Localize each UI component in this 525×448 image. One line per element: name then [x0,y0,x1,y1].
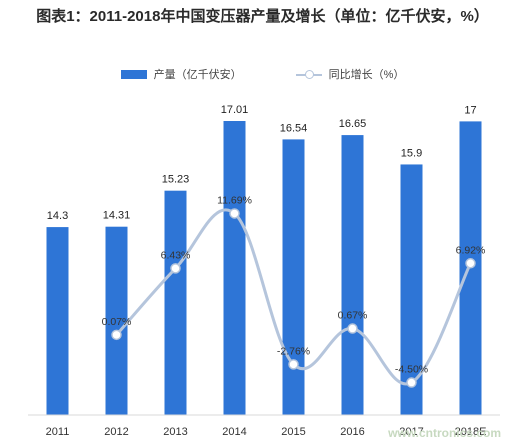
bar-2012 [105,226,128,415]
bar-2014 [223,121,246,415]
growth-point-2013 [170,263,181,274]
legend-label-line: 同比增长（%） [328,69,405,81]
legend-swatch-line [295,69,322,79]
growth-value-label: -2.76% [277,345,310,357]
growth-value-label: -4.50% [395,364,428,376]
legend-item-bar: 产量（亿千伏安） [120,66,242,82]
growth-point-2012 [111,329,122,341]
bar-value-label: 17.01 [221,104,249,116]
x-tick-label: 2013 [163,426,187,438]
growth-value-label: 0.67% [338,310,368,322]
growth-value-label: 11.69% [217,194,252,206]
bar-value-label: 15.9 [401,147,422,159]
growth-value-label: 6.43% [161,249,191,261]
bar-2015 [282,139,305,415]
bar-value-label: 14.3 [47,210,68,222]
bar-2016 [341,135,364,416]
legend-label-bar: 产量（亿千伏安） [153,69,242,81]
x-tick-label: 2016 [340,426,364,438]
growth-point-2014 [229,208,240,219]
bar-value-label: 17 [464,104,476,116]
bar-2011 [46,227,69,415]
growth-point-2016 [347,323,358,334]
bar-value-label: 16.65 [339,118,367,130]
x-tick-label: 2012 [104,426,128,438]
growth-value-label: 0.07% [102,316,132,328]
bar-value-label: 14.31 [103,210,131,222]
growth-point-2015 [288,359,299,370]
chart-title: 图表1：2011-2018年中国变压器产量及增长（单位：亿千伏安，%） [36,8,489,25]
legend-item-line: 同比增长（%） [295,66,405,82]
chart-legend: 产量（亿千伏安） 同比增长（%） [0,66,525,82]
bar-2017 [400,164,423,415]
legend-swatch-bar [120,69,147,79]
x-tick-label: 2014 [222,426,246,438]
growth-value-label: 6.92% [456,244,486,256]
watermark-text: www.cntronics.com [388,426,501,440]
growth-point-2018E [465,258,476,269]
growth-point-2017 [406,377,417,388]
x-tick-label: 2017 [399,426,423,438]
x-tick-label: 2018E [455,426,487,438]
x-tick-label: 2011 [46,426,70,438]
x-tick-label: 2015 [281,426,305,438]
bar-2013 [164,190,187,415]
bar-value-label: 15.23 [162,174,190,186]
bar-value-label: 16.54 [280,122,308,134]
